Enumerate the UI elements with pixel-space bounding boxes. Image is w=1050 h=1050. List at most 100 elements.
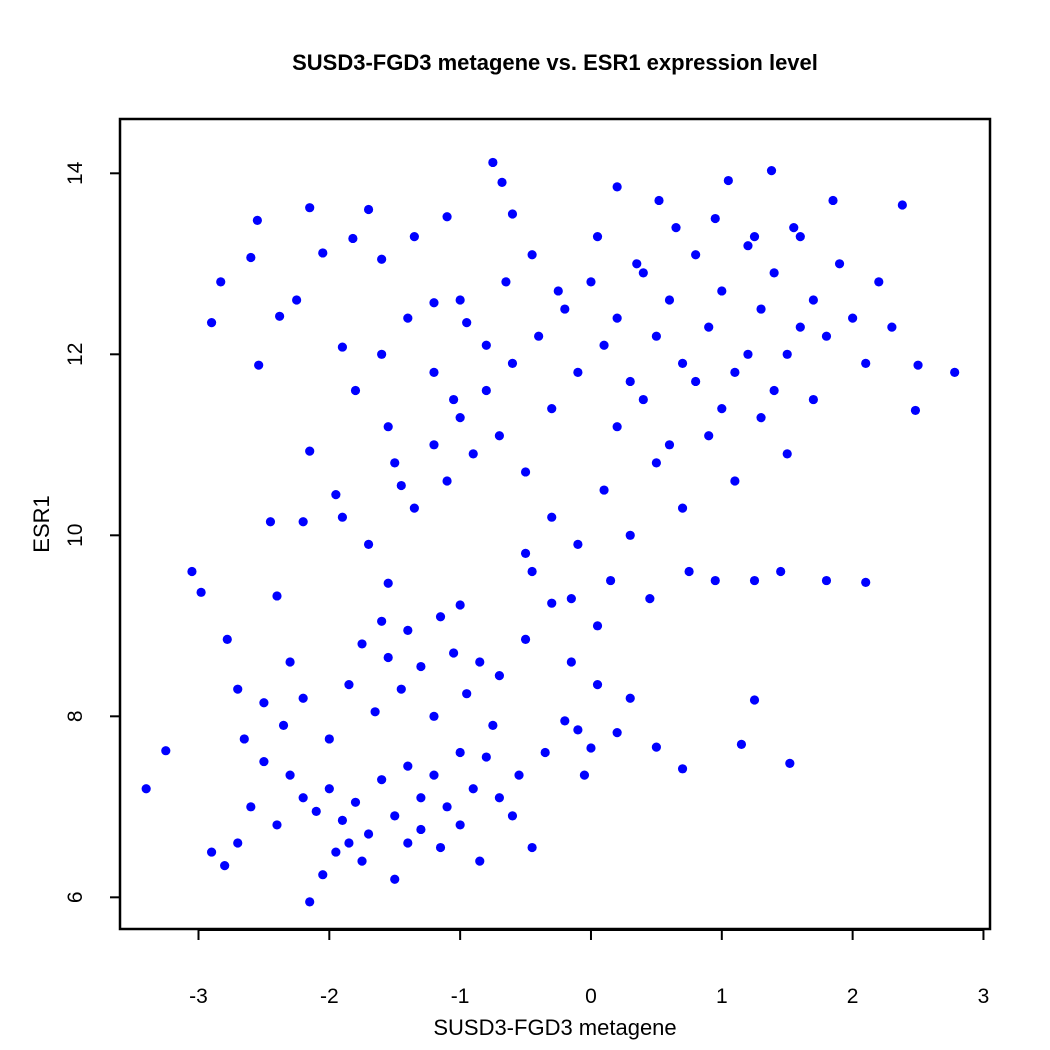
data-point	[285, 770, 295, 780]
data-point	[573, 367, 583, 378]
data-point	[710, 575, 720, 586]
data-point	[403, 625, 413, 635]
data-point	[383, 652, 393, 663]
x-tick-label: 2	[847, 985, 859, 1008]
data-point	[455, 600, 465, 610]
data-point	[507, 209, 518, 219]
data-point	[305, 897, 315, 907]
data-point	[514, 770, 524, 780]
data-point	[416, 793, 426, 803]
data-point	[350, 385, 361, 396]
x-tick-label: 0	[585, 985, 597, 1008]
data-point	[638, 394, 648, 405]
data-point	[344, 838, 354, 848]
data-point	[298, 693, 308, 703]
data-point	[305, 446, 315, 456]
data-point	[704, 431, 714, 441]
data-point	[913, 360, 923, 370]
y-axis: 6 8 10 12 14	[64, 161, 121, 903]
data-point	[606, 575, 616, 586]
data-point	[285, 657, 295, 667]
y-axis-label: ESR1	[29, 495, 54, 552]
data-point	[808, 394, 818, 405]
data-point	[357, 856, 367, 866]
data-point	[736, 739, 747, 749]
data-point	[795, 322, 805, 332]
data-point	[782, 349, 792, 359]
data-point	[377, 254, 387, 264]
data-point	[625, 693, 635, 703]
data-point	[592, 621, 603, 631]
data-point	[429, 440, 439, 450]
data-point	[222, 634, 232, 644]
data-point	[766, 165, 777, 176]
data-point	[396, 684, 406, 694]
data-point	[651, 458, 661, 468]
data-point	[488, 720, 498, 730]
data-point	[520, 634, 531, 644]
data-point	[455, 747, 465, 758]
data-point	[429, 298, 439, 308]
data-point	[950, 367, 960, 378]
data-point	[254, 360, 264, 370]
data-point	[834, 259, 845, 269]
data-point	[586, 743, 596, 753]
data-point	[501, 277, 511, 287]
data-point	[638, 268, 648, 278]
data-point	[566, 594, 576, 604]
points-layer	[141, 157, 960, 907]
chart-title: SUSD3-FGD3 metagene vs. ESR1 expression …	[292, 50, 818, 75]
data-point	[357, 639, 367, 649]
data-point	[449, 648, 459, 658]
data-point	[795, 232, 805, 242]
data-point	[717, 404, 727, 414]
data-point	[560, 716, 570, 726]
data-point	[743, 349, 753, 359]
y-tick-label: 12	[64, 343, 87, 366]
data-point	[586, 277, 596, 287]
data-point	[599, 340, 609, 350]
data-point	[625, 376, 635, 387]
data-point	[468, 784, 478, 794]
data-point	[206, 318, 217, 328]
data-point	[664, 440, 675, 450]
data-point	[311, 806, 321, 816]
data-point	[141, 784, 151, 794]
data-point	[252, 215, 262, 225]
data-point	[573, 539, 583, 549]
data-point	[442, 476, 452, 486]
data-point	[756, 304, 766, 314]
y-tick-label: 14	[64, 161, 87, 185]
data-point	[625, 530, 635, 540]
data-point	[278, 720, 289, 730]
data-point	[897, 200, 907, 210]
data-point	[560, 304, 570, 314]
data-point	[455, 413, 465, 423]
data-point	[455, 295, 465, 305]
data-point	[520, 548, 531, 559]
data-point	[553, 286, 563, 296]
data-point	[828, 195, 838, 206]
data-point	[377, 775, 387, 785]
data-point	[592, 232, 603, 242]
data-point	[196, 587, 206, 597]
data-point	[350, 797, 361, 807]
data-point	[377, 349, 387, 359]
data-point	[861, 358, 871, 368]
data-point	[654, 195, 664, 206]
data-point	[233, 684, 243, 694]
data-point	[435, 612, 446, 622]
y-tick-label: 6	[64, 891, 87, 903]
data-point	[527, 250, 537, 260]
data-point	[861, 577, 871, 587]
data-point	[468, 449, 478, 459]
data-point	[272, 820, 282, 830]
data-point	[547, 598, 557, 608]
data-point	[259, 756, 269, 767]
data-point	[730, 367, 740, 378]
data-point	[462, 689, 472, 699]
x-tick-label: -1	[451, 985, 470, 1008]
data-point	[206, 847, 217, 857]
y-tick-label: 8	[64, 710, 87, 722]
